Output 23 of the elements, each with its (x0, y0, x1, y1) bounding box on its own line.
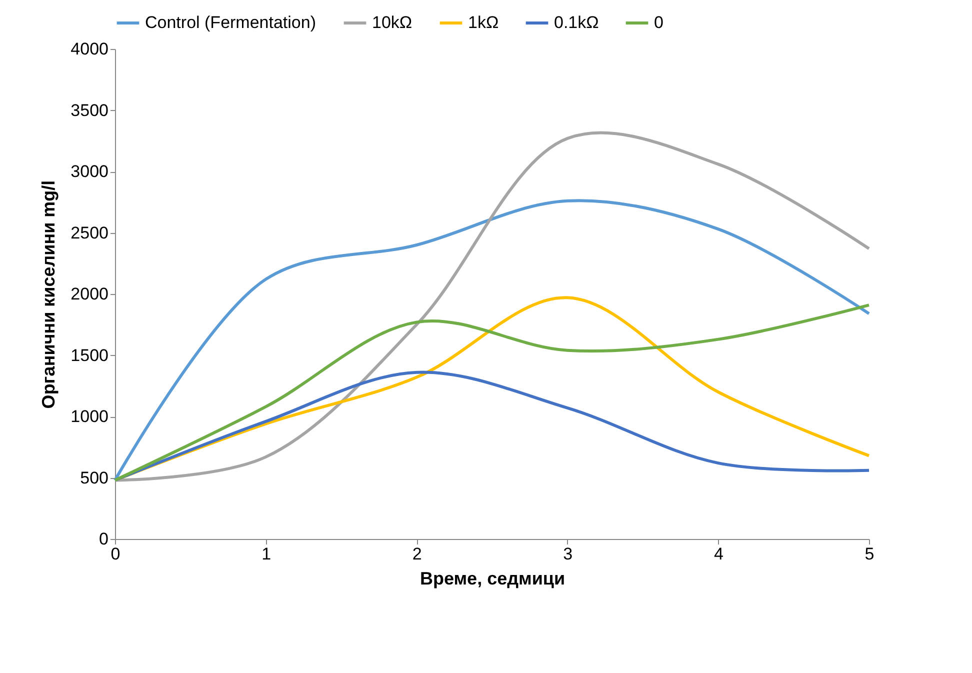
x-axis-title: Време, седмици (420, 568, 566, 588)
legend-label: 10kΩ (372, 13, 412, 32)
legend-label: Control (Fermentation) (145, 13, 316, 32)
legend-label: 0.1kΩ (554, 13, 599, 32)
line-series (114, 199, 870, 482)
y-axis-title: Органични киселини mg/l (38, 180, 59, 409)
y-tick-label: 3500 (70, 100, 108, 120)
y-tick-label: 2500 (70, 223, 108, 242)
legend-label: 1kΩ (468, 13, 499, 32)
legend-label: 0 (654, 13, 664, 32)
y-tick-label: 1500 (70, 346, 108, 365)
y-tick-label: 0 (99, 530, 108, 548)
x-tick-label: 2 (412, 544, 422, 564)
x-tick-label: 4 (714, 544, 724, 564)
y-tick-label: 3000 (70, 162, 108, 181)
y-tick-label: 2000 (70, 284, 108, 304)
x-tick-label: 0 (110, 544, 120, 564)
x-tick-label: 1 (262, 544, 272, 564)
y-tick-label: 1000 (70, 407, 108, 426)
x-tick-label: 3 (563, 544, 573, 564)
y-tick-label: 4000 (70, 40, 108, 58)
x-tick-label: 5 (864, 544, 874, 564)
y-tick-label: 500 (80, 468, 108, 488)
